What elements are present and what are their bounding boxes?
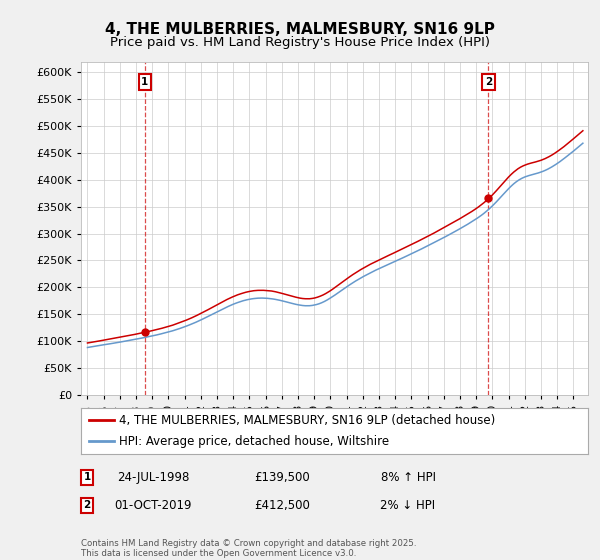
Text: 8% ↑ HPI: 8% ↑ HPI xyxy=(380,470,436,484)
Text: 2: 2 xyxy=(83,500,91,510)
Text: 2% ↓ HPI: 2% ↓ HPI xyxy=(380,498,436,512)
Text: 4, THE MULBERRIES, MALMESBURY, SN16 9LP: 4, THE MULBERRIES, MALMESBURY, SN16 9LP xyxy=(105,22,495,38)
Text: £139,500: £139,500 xyxy=(254,470,310,484)
Text: 2: 2 xyxy=(485,77,492,87)
Text: 1: 1 xyxy=(141,77,148,87)
Text: 4, THE MULBERRIES, MALMESBURY, SN16 9LP (detached house): 4, THE MULBERRIES, MALMESBURY, SN16 9LP … xyxy=(119,414,495,427)
Text: 1: 1 xyxy=(83,472,91,482)
Text: HPI: Average price, detached house, Wiltshire: HPI: Average price, detached house, Wilt… xyxy=(119,435,389,447)
Text: Price paid vs. HM Land Registry's House Price Index (HPI): Price paid vs. HM Land Registry's House … xyxy=(110,36,490,49)
Text: £412,500: £412,500 xyxy=(254,498,310,512)
Text: Contains HM Land Registry data © Crown copyright and database right 2025.
This d: Contains HM Land Registry data © Crown c… xyxy=(81,539,416,558)
Text: 01-OCT-2019: 01-OCT-2019 xyxy=(114,498,192,512)
Text: 24-JUL-1998: 24-JUL-1998 xyxy=(117,470,189,484)
